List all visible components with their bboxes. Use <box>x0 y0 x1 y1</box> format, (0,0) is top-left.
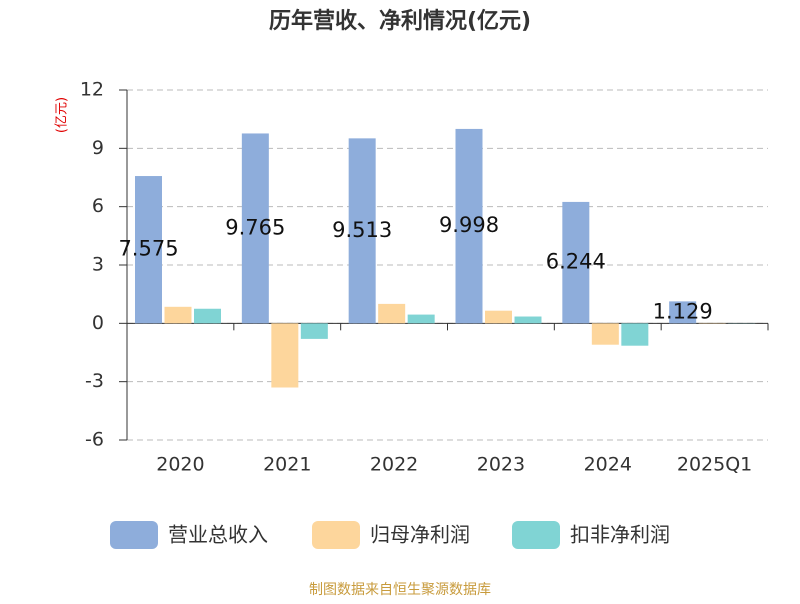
x-tick-label: 2023 <box>477 454 525 476</box>
bar <box>515 317 542 324</box>
bar <box>592 323 619 344</box>
bar <box>378 304 405 323</box>
legend-label: 归母净利润 <box>370 523 470 547</box>
y-tick-label: -3 <box>85 370 104 392</box>
legend-swatch <box>512 521 560 549</box>
value-label: 6.244 <box>546 250 606 274</box>
value-label: 9.998 <box>439 213 499 237</box>
legend-label: 扣非净利润 <box>570 523 670 547</box>
y-tick-label: 9 <box>92 137 104 159</box>
y-tick-label: -6 <box>85 429 104 451</box>
legend-label: 营业总收入 <box>168 523 268 547</box>
y-axis-label: (亿元) <box>55 97 70 133</box>
y-tick-label: 6 <box>92 195 104 217</box>
bar <box>408 315 435 324</box>
bar <box>301 323 328 339</box>
x-tick-label: 2020 <box>156 454 204 476</box>
value-label: 7.575 <box>118 237 178 261</box>
bar <box>621 323 648 345</box>
bar <box>165 307 192 324</box>
value-label: 1.129 <box>653 299 713 323</box>
x-tick-label: 2022 <box>370 454 418 476</box>
x-tick-label: 2021 <box>263 454 311 476</box>
legend-swatch <box>312 521 360 549</box>
source-note: 制图数据来自恒生聚源数据库 <box>309 582 491 598</box>
bar <box>485 311 512 324</box>
value-label: 9.513 <box>332 218 392 242</box>
value-label: 9.765 <box>225 215 285 239</box>
y-tick-label: 3 <box>92 254 104 276</box>
y-tick-label: 0 <box>92 312 104 334</box>
y-tick-label: 12 <box>80 79 104 101</box>
x-tick-label: 2024 <box>584 454 632 476</box>
legend-swatch <box>110 521 158 549</box>
bar <box>194 309 221 324</box>
x-tick-label: 2025Q1 <box>677 454 752 476</box>
chart-title: 历年营收、净利情况(亿元) <box>269 8 531 34</box>
bar <box>271 323 298 387</box>
